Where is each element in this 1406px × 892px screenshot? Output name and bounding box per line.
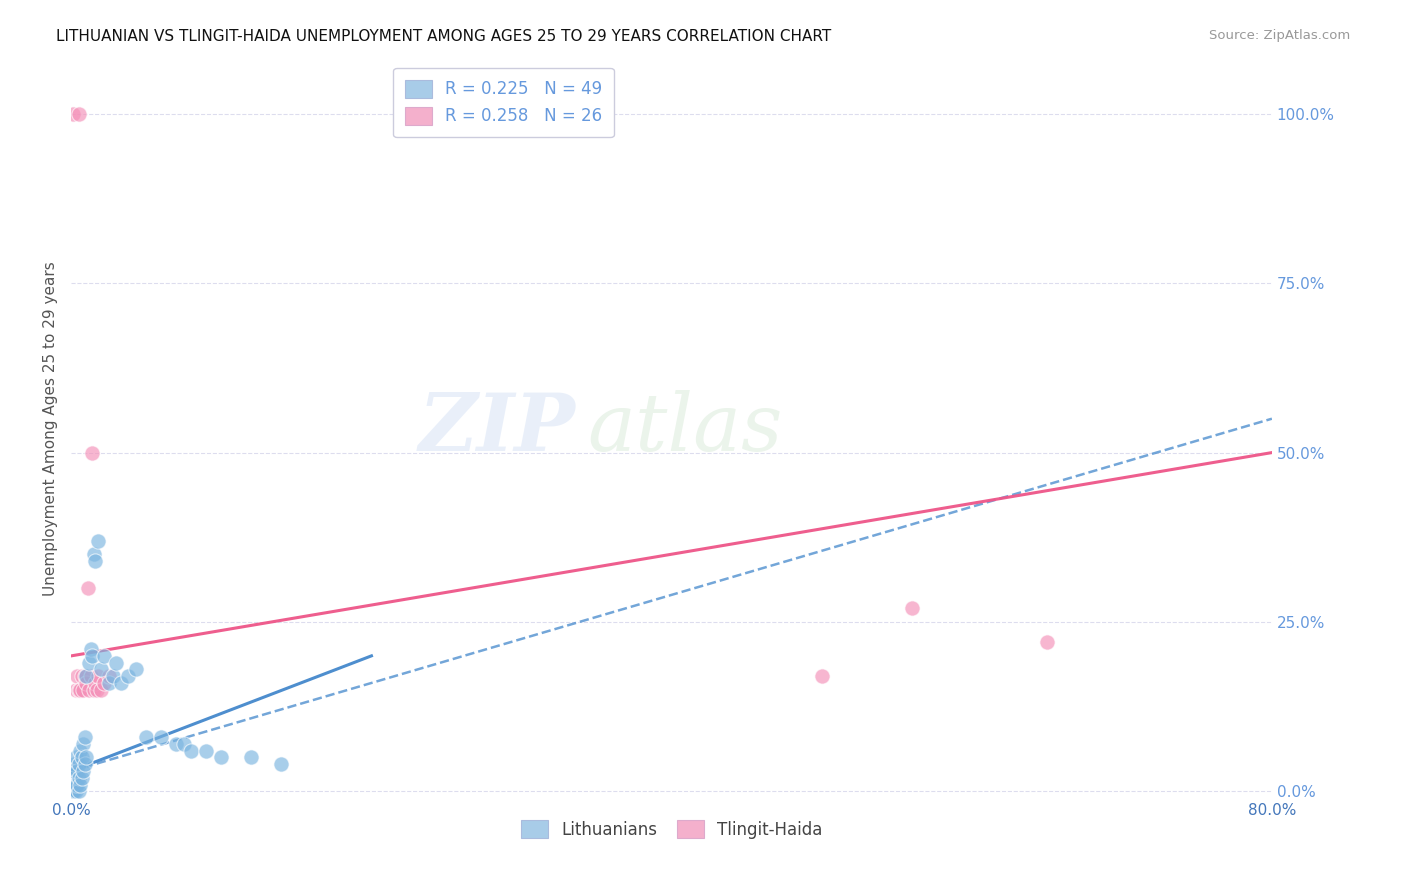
Legend: Lithuanians, Tlingit-Haida: Lithuanians, Tlingit-Haida xyxy=(515,814,830,846)
Point xyxy=(86,682,108,697)
Point xyxy=(173,737,195,751)
Text: atlas: atlas xyxy=(588,390,783,467)
Point xyxy=(67,757,90,772)
Point xyxy=(80,642,103,657)
Point xyxy=(62,784,84,798)
Point xyxy=(62,107,84,121)
Point xyxy=(62,778,84,792)
Point xyxy=(900,601,922,615)
Point xyxy=(67,771,90,785)
Text: Source: ZipAtlas.com: Source: ZipAtlas.com xyxy=(1209,29,1350,42)
Text: LITHUANIAN VS TLINGIT-HAIDA UNEMPLOYMENT AMONG AGES 25 TO 29 YEARS CORRELATION C: LITHUANIAN VS TLINGIT-HAIDA UNEMPLOYMENT… xyxy=(56,29,831,44)
Point xyxy=(165,737,187,751)
Point xyxy=(67,107,90,121)
Point xyxy=(97,669,120,683)
Point xyxy=(93,676,115,690)
Point xyxy=(72,764,94,778)
Point xyxy=(73,757,96,772)
Point xyxy=(1036,635,1059,649)
Point xyxy=(65,784,87,798)
Point xyxy=(103,669,125,683)
Point xyxy=(83,547,105,561)
Point xyxy=(810,669,832,683)
Point xyxy=(150,730,173,744)
Y-axis label: Unemployment Among Ages 25 to 29 years: Unemployment Among Ages 25 to 29 years xyxy=(44,261,58,596)
Point xyxy=(63,784,86,798)
Point xyxy=(79,682,101,697)
Point xyxy=(70,750,93,764)
Point xyxy=(240,750,263,764)
Point xyxy=(83,682,105,697)
Point xyxy=(80,669,103,683)
Point xyxy=(270,757,292,772)
Point xyxy=(62,784,84,798)
Point xyxy=(135,730,157,744)
Point xyxy=(73,669,96,683)
Point xyxy=(97,676,120,690)
Point xyxy=(65,750,87,764)
Point xyxy=(75,669,97,683)
Point xyxy=(87,533,110,548)
Point xyxy=(76,581,98,595)
Point xyxy=(62,771,84,785)
Point xyxy=(84,676,107,690)
Point xyxy=(65,778,87,792)
Point xyxy=(67,682,90,697)
Point xyxy=(70,669,93,683)
Point xyxy=(69,682,91,697)
Point xyxy=(67,784,90,798)
Point xyxy=(87,669,110,683)
Point xyxy=(125,662,148,676)
Point xyxy=(62,764,84,778)
Point xyxy=(79,656,101,670)
Point xyxy=(65,682,87,697)
Point xyxy=(62,778,84,792)
Text: ZIP: ZIP xyxy=(419,390,575,467)
Point xyxy=(180,744,202,758)
Point xyxy=(72,682,94,697)
Point xyxy=(66,764,89,778)
Point xyxy=(69,744,91,758)
Point xyxy=(82,445,104,459)
Point xyxy=(62,784,84,798)
Point xyxy=(84,554,107,568)
Point xyxy=(69,778,91,792)
Point xyxy=(82,648,104,663)
Point xyxy=(73,730,96,744)
Point xyxy=(66,778,89,792)
Point xyxy=(117,669,139,683)
Point xyxy=(63,757,86,772)
Point xyxy=(72,737,94,751)
Point xyxy=(75,750,97,764)
Point xyxy=(209,750,232,764)
Point xyxy=(90,662,112,676)
Point xyxy=(105,656,128,670)
Point xyxy=(66,669,89,683)
Point xyxy=(63,778,86,792)
Point xyxy=(195,744,218,758)
Point xyxy=(90,682,112,697)
Point xyxy=(70,771,93,785)
Point xyxy=(93,648,115,663)
Point xyxy=(110,676,132,690)
Point xyxy=(75,676,97,690)
